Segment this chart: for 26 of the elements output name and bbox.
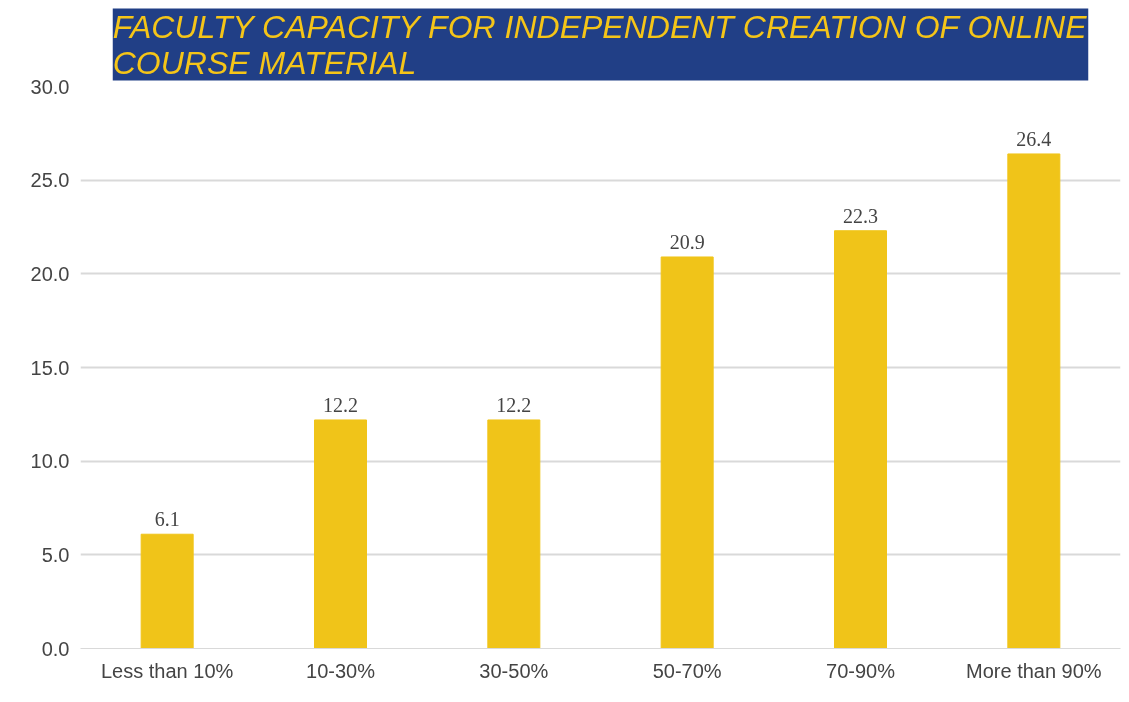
y-tick-label: 5.0 (41, 543, 70, 566)
x-tick-label: 70-90% (826, 659, 896, 682)
data-label: 22.3 (843, 204, 878, 227)
y-tick-label: 10.0 (30, 450, 70, 473)
y-tick-label: 30.0 (30, 75, 70, 98)
x-tick-label: 30-50% (479, 659, 549, 682)
bar (314, 419, 367, 649)
y-tick-label: 15.0 (30, 356, 70, 379)
chart-title: FACULTY CAPACITY FOR INDEPENDENT CREATION OF ONLINE COURSE MATERIAL (112, 8, 1088, 81)
y-tick-label: 25.0 (30, 169, 70, 192)
x-tick-label: More than 90% (966, 659, 1102, 682)
x-tick-label: Less than 10% (101, 659, 234, 682)
y-tick-label: 0.0 (41, 637, 70, 660)
y-tick-label: 20.0 (30, 262, 70, 285)
bar (660, 256, 714, 649)
bar (834, 230, 887, 649)
bar (140, 533, 194, 649)
x-tick-label: 50-70% (652, 659, 722, 682)
data-label: 20.9 (669, 230, 705, 253)
data-label: 12.2 (496, 393, 532, 416)
bar (1007, 153, 1061, 649)
bar (487, 419, 541, 649)
data-label: 26.4 (1016, 127, 1052, 150)
x-tick-label: 10-30% (306, 659, 376, 682)
data-label: 6.1 (154, 508, 180, 531)
data-label: 12.2 (323, 393, 358, 416)
